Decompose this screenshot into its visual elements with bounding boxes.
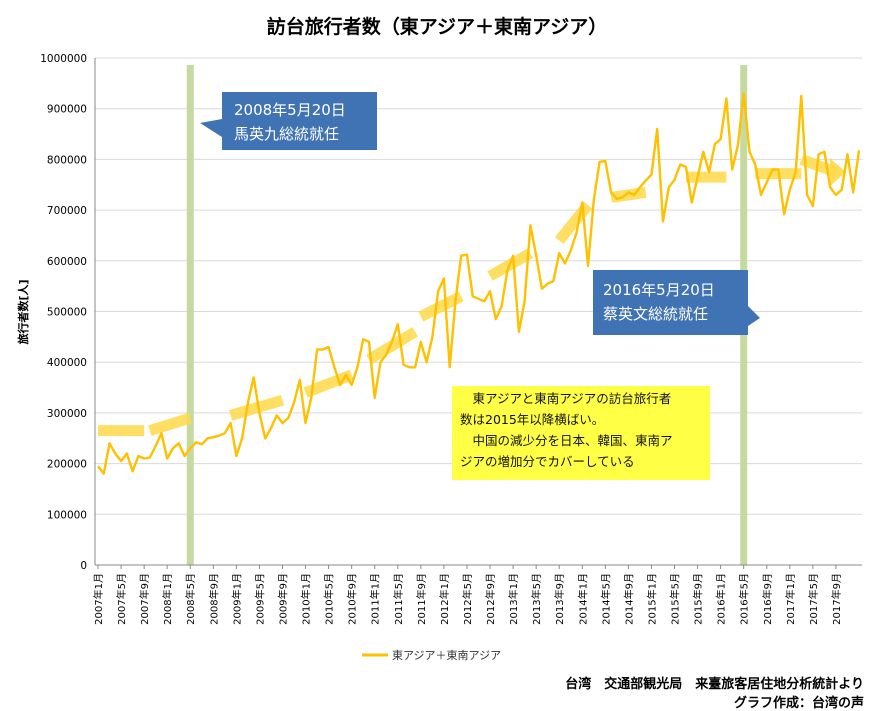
y-tick-label: 100000 xyxy=(47,509,87,521)
y-tick-label: 800000 xyxy=(47,154,87,166)
x-tick-label: 2014年9月 xyxy=(622,573,635,625)
x-tick-label: 2009年1月 xyxy=(230,573,243,625)
y-tick-label: 300000 xyxy=(47,408,87,420)
callout-ma-inauguration: 2008年5月20日 馬英九総統就任 xyxy=(222,92,377,150)
callout-pointer xyxy=(200,119,222,137)
trend-segment xyxy=(148,412,192,436)
note-line: ジアの増加分でカバーしている xyxy=(460,454,635,469)
x-tick-label: 2016年9月 xyxy=(761,573,774,625)
graph-credit: グラフ作成：台湾の声 xyxy=(733,696,864,711)
x-tick-label: 2010年5月 xyxy=(323,573,336,625)
x-tick-label: 2017年1月 xyxy=(784,573,797,625)
x-tick-label: 2016年1月 xyxy=(715,573,728,625)
y-tick-label: 0 xyxy=(80,560,87,572)
axes xyxy=(94,58,862,566)
x-tick-label: 2012年9月 xyxy=(484,573,497,625)
source-credit: 台湾 交通部観光局 来臺旅客居住地分析統計より xyxy=(565,677,864,692)
y-tick-label: 500000 xyxy=(47,307,87,319)
series-line xyxy=(97,92,861,475)
x-tick-label: 2007年1月 xyxy=(92,573,105,625)
x-tick-label: 2010年1月 xyxy=(300,573,313,625)
chart-title: 訪台旅行者数（東アジア＋東南アジア） xyxy=(266,16,608,38)
x-tick-label: 2013年9月 xyxy=(553,573,566,625)
y-tick-label: 600000 xyxy=(47,256,87,268)
x-tick-label: 2008年1月 xyxy=(161,573,174,625)
note-line: 中国の減少分を日本、韓国、東南ア xyxy=(460,433,673,448)
callout-date: 2008年5月20日 xyxy=(234,101,346,119)
callout-event: 蔡英文総統就任 xyxy=(603,305,709,323)
y-tick-label: 1000000 xyxy=(40,53,87,65)
y-tick-label: 200000 xyxy=(47,459,87,471)
x-tick-label: 2012年1月 xyxy=(438,573,451,625)
x-tick-label: 2010年9月 xyxy=(346,573,359,625)
x-tick-label: 2015年9月 xyxy=(692,573,705,625)
x-tick-label: 2013年5月 xyxy=(530,573,543,625)
y-axis-label: 旅行者数[人] xyxy=(16,279,30,344)
x-tick-label: 2013年1月 xyxy=(507,573,520,625)
x-tick-label: 2016年5月 xyxy=(738,573,751,625)
y-tick-label: 700000 xyxy=(47,205,87,217)
callout-date: 2016年5月20日 xyxy=(603,281,715,299)
x-tick-label: 2009年5月 xyxy=(253,573,266,625)
note-line: 数は2015年以降横ばい。 xyxy=(460,412,605,427)
legend-entry: 東アジア＋東南アジア xyxy=(392,649,501,662)
x-tick-label: 2011年1月 xyxy=(369,573,382,625)
x-tick-label: 2015年1月 xyxy=(645,573,658,625)
note-box: 東アジアと東南アジアの訪台旅行者 数は2015年以降横ばい。 中国の減少分を日本… xyxy=(452,386,710,480)
x-tick-label: 2017年5月 xyxy=(807,573,820,625)
x-tick-label: 2014年5月 xyxy=(599,573,612,625)
x-tick-label: 2008年5月 xyxy=(184,573,197,625)
y-tick-label: 900000 xyxy=(47,104,87,116)
x-tick-label: 2007年5月 xyxy=(115,573,128,625)
x-tick-label: 2017年9月 xyxy=(830,573,843,625)
series-layer xyxy=(97,92,861,475)
legend: 東アジア＋東南アジア xyxy=(362,649,501,662)
x-tick-label: 2014年1月 xyxy=(576,573,589,625)
y-tick-labels: 0 100000 200000 300000 400000 500000 600000 700… xyxy=(40,53,87,572)
note-line: 東アジアと東南アジアの訪台旅行者 xyxy=(460,391,672,406)
trend-segment xyxy=(366,327,418,365)
y-tick-label: 400000 xyxy=(47,357,87,369)
x-tick-label: 2015年5月 xyxy=(669,573,682,625)
x-tick-label: 2008年9月 xyxy=(207,573,220,625)
x-tick-label: 2007年9月 xyxy=(138,573,151,625)
x-tick-label: 2009年9月 xyxy=(276,573,289,625)
callout-pointer xyxy=(748,306,760,326)
trend-segment xyxy=(229,394,285,421)
callout-event: 馬英九総統就任 xyxy=(234,125,340,143)
x-tick-labels: 2007年1月 2007年5月 2007年9月 2008年1月 2008年5月 2008年… xyxy=(92,565,843,625)
trend-segment xyxy=(610,186,647,203)
trend-arrowhead xyxy=(829,158,846,187)
x-tick-label: 2012年5月 xyxy=(461,573,474,625)
x-tick-label: 2011年5月 xyxy=(392,573,405,625)
x-tick-label: 2011年9月 xyxy=(415,573,428,625)
callout-tsai-inauguration: 2016年5月20日 蔡英文総統就任 xyxy=(593,270,748,335)
